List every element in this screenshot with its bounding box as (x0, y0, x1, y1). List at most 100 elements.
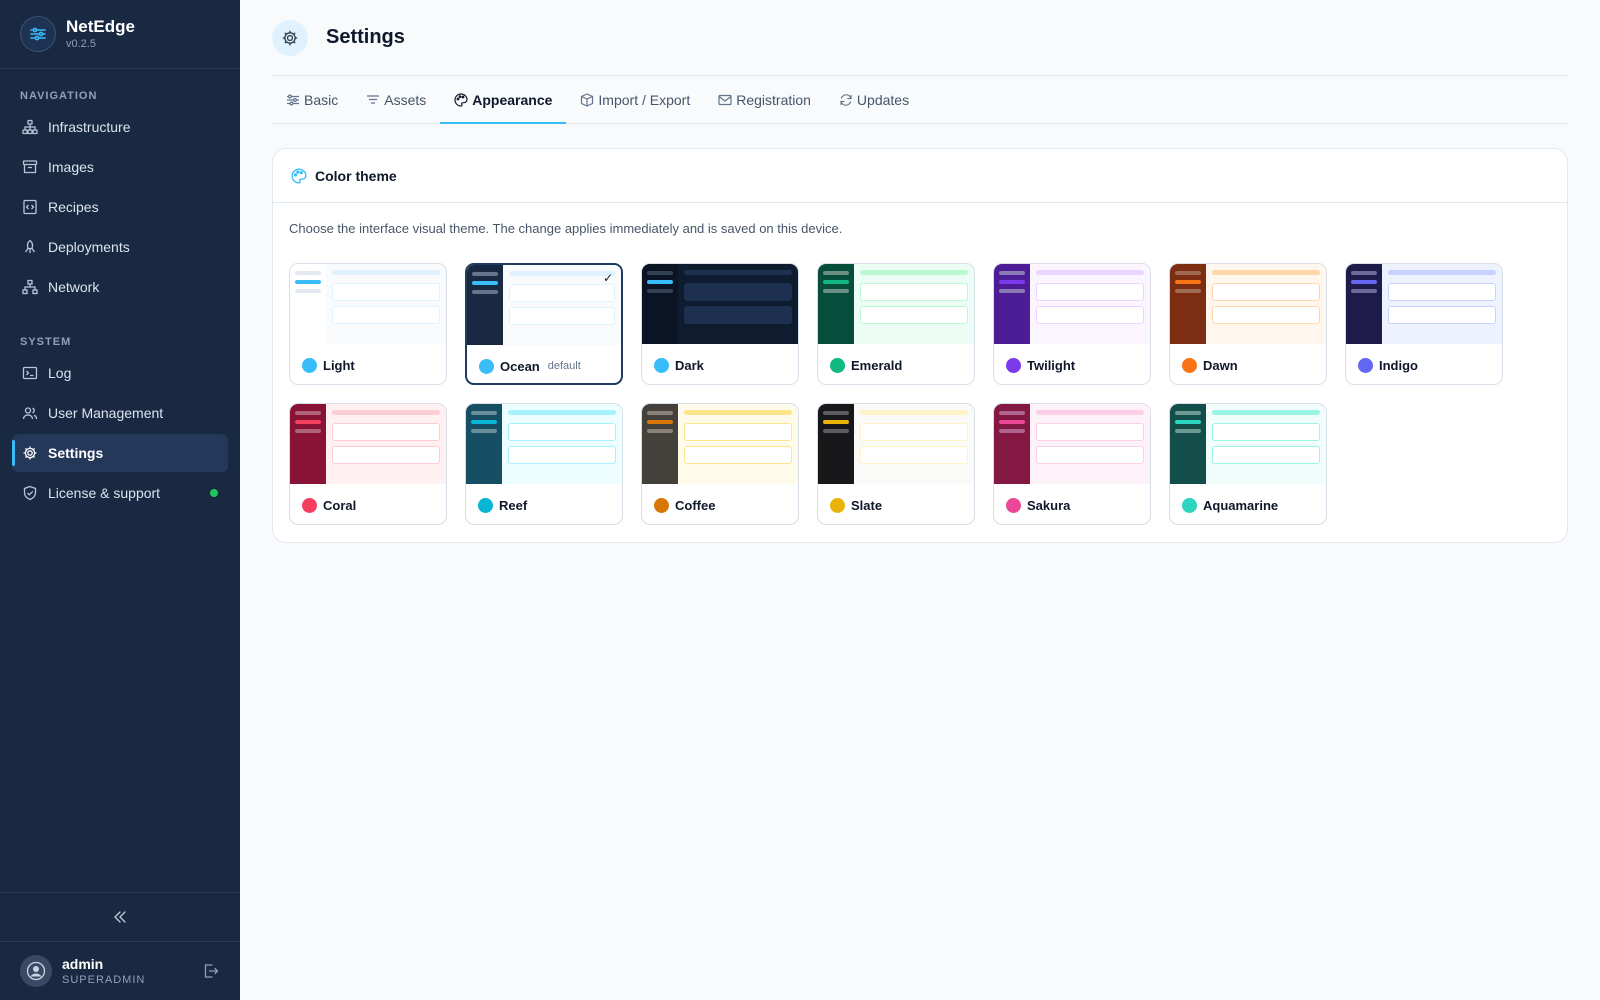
page-title: Settings (326, 26, 405, 48)
theme-label-row: Aquamarine (1170, 484, 1326, 524)
tab-basic[interactable]: Basic (272, 76, 352, 123)
theme-option-aquamarine[interactable]: Aquamarine (1169, 403, 1327, 525)
theme-name: Indigo (1379, 357, 1418, 373)
system-section-label: SYSTEM (20, 336, 72, 348)
theme-option-dawn[interactable]: Dawn (1169, 263, 1327, 385)
sidebar-item-label: Log (48, 365, 72, 381)
default-tag: default (547, 360, 581, 372)
package-icon (581, 92, 594, 107)
sidebar-item-label: Network (48, 279, 100, 295)
main-content: Settings Basic Assets Appearance Import … (272, 0, 1568, 543)
theme-preview (994, 404, 1150, 484)
theme-name: Slate (851, 497, 883, 513)
mail-icon (718, 94, 732, 105)
logout-icon[interactable] (202, 962, 220, 980)
users-icon (22, 407, 38, 420)
theme-swatch (654, 497, 669, 513)
theme-option-twilight[interactable]: Twilight (993, 263, 1151, 385)
network-icon (22, 279, 38, 295)
theme-option-coral[interactable]: Coral (289, 403, 447, 525)
theme-swatch (478, 497, 493, 513)
gear-icon (282, 30, 298, 45)
theme-option-indigo[interactable]: Indigo (1345, 263, 1503, 385)
card-header: Color theme (273, 149, 1567, 203)
settings-tabs: Basic Assets Appearance Import / Export … (272, 76, 1568, 124)
theme-swatch (1182, 497, 1197, 513)
theme-option-sakura[interactable]: Sakura (993, 403, 1151, 525)
theme-name: Reef (499, 497, 528, 513)
theme-preview (1346, 264, 1502, 344)
theme-swatch (1358, 357, 1373, 373)
tab-import-export[interactable]: Import / Export (566, 76, 704, 123)
hierarchy-icon (22, 119, 38, 135)
theme-preview (1170, 264, 1326, 344)
theme-swatch (1006, 357, 1021, 373)
sidebar-item-settings[interactable]: Settings (12, 434, 228, 472)
theme-name: Coral (323, 497, 357, 513)
chevrons-left-icon (114, 911, 126, 923)
theme-swatch (302, 357, 317, 373)
theme-swatch (302, 497, 317, 513)
sidebar-item-label: Infrastructure (48, 119, 131, 135)
theme-option-ocean[interactable]: ✓ Ocean default (465, 263, 623, 385)
theme-preview: ✓ (467, 265, 621, 345)
tab-appearance[interactable]: Appearance (440, 76, 567, 124)
theme-name: Twilight (1027, 357, 1076, 373)
theme-preview (818, 264, 974, 344)
sidebar-item-images[interactable]: Images (12, 148, 228, 186)
page-header: Settings (272, 0, 1568, 76)
theme-name: Dawn (1203, 357, 1238, 373)
sidebar-item-label: License & support (48, 485, 161, 501)
theme-swatch (654, 357, 669, 373)
tab-assets[interactable]: Assets (352, 76, 440, 123)
sidebar-item-recipes[interactable]: Recipes (12, 188, 228, 226)
theme-preview (466, 404, 622, 484)
theme-name: Aquamarine (1203, 497, 1279, 513)
theme-name: Ocean (500, 358, 540, 374)
sidebar-item-deployments[interactable]: Deployments (12, 228, 228, 266)
theme-option-dark[interactable]: Dark (641, 263, 799, 385)
theme-name: Light (323, 357, 355, 373)
theme-option-slate[interactable]: Slate (817, 403, 975, 525)
user-profile: admin SUPERADMIN (0, 942, 240, 1000)
tab-updates[interactable]: Updates (825, 76, 923, 123)
avatar[interactable] (20, 955, 52, 987)
theme-preview (290, 264, 446, 344)
theme-option-light[interactable]: Light (289, 263, 447, 385)
status-dot (210, 489, 218, 497)
gear-icon (23, 446, 37, 460)
nav-section-label: NAVIGATION (20, 90, 98, 102)
theme-option-emerald[interactable]: Emerald (817, 263, 975, 385)
theme-option-reef[interactable]: Reef (465, 403, 623, 525)
selected-check-icon: ✓ (602, 271, 613, 285)
refresh-icon (840, 93, 852, 106)
sidebar-item-infrastructure[interactable]: Infrastructure (12, 108, 228, 146)
theme-grid: Light ✓ Ocean default Dark Emerald Twilight Daw… (273, 253, 1567, 525)
theme-option-coffee[interactable]: Coffee (641, 403, 799, 525)
filter-icon (367, 94, 380, 104)
theme-label-row: Ocean default (467, 345, 621, 383)
brand: NetEdge v0.2.5 (0, 0, 240, 69)
code-file-icon (23, 199, 37, 215)
sliders-icon (287, 93, 299, 106)
theme-label-row: Dawn (1170, 344, 1326, 384)
sidebar-item-license-support[interactable]: License & support (12, 474, 228, 512)
tab-label: Registration (736, 91, 811, 108)
sidebar-item-network[interactable]: Network (12, 268, 228, 306)
tab-registration[interactable]: Registration (704, 76, 825, 123)
sidebar-item-label: Images (48, 159, 94, 175)
sidebar-item-log[interactable]: Log (12, 354, 228, 392)
theme-label-row: Light (290, 344, 446, 384)
sidebar-item-user-management[interactable]: User Management (12, 394, 228, 432)
sidebar-item-label: Settings (48, 445, 104, 461)
collapse-sidebar-button[interactable] (0, 892, 240, 942)
theme-preview (1170, 404, 1326, 484)
theme-preview (642, 404, 798, 484)
logo-icon (20, 16, 56, 52)
app-name: NetEdge (66, 17, 135, 36)
sidebar: NetEdge v0.2.5 NAVIGATION Infrastructure… (0, 0, 240, 1000)
tab-label: Import / Export (598, 91, 691, 108)
theme-label-row: Slate (818, 484, 974, 524)
theme-name: Dark (675, 357, 704, 373)
palette-icon (454, 92, 468, 107)
